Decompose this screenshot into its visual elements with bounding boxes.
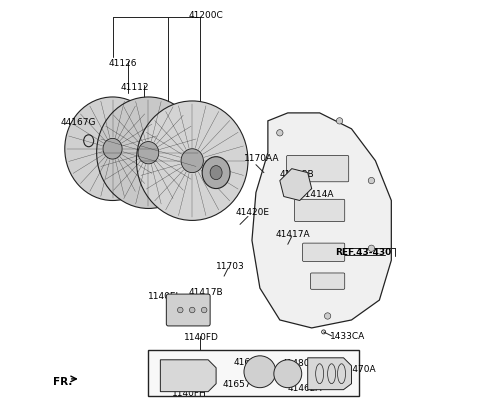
FancyBboxPatch shape xyxy=(295,199,345,222)
Ellipse shape xyxy=(138,142,159,164)
Text: 1433CA: 1433CA xyxy=(330,332,365,341)
Text: 41470A: 41470A xyxy=(342,365,376,374)
Text: 41417A: 41417A xyxy=(276,230,311,239)
Text: 44167G: 44167G xyxy=(61,118,96,128)
Ellipse shape xyxy=(244,356,276,388)
FancyBboxPatch shape xyxy=(148,350,360,396)
FancyBboxPatch shape xyxy=(167,294,210,326)
Circle shape xyxy=(336,117,343,124)
Text: 41480: 41480 xyxy=(282,359,310,368)
Ellipse shape xyxy=(274,360,302,388)
Text: 41112: 41112 xyxy=(120,83,149,91)
Text: 41413B: 41413B xyxy=(280,170,314,179)
Ellipse shape xyxy=(96,97,200,209)
Ellipse shape xyxy=(202,157,230,188)
Circle shape xyxy=(178,307,183,313)
Text: 1140FD: 1140FD xyxy=(184,333,219,342)
Ellipse shape xyxy=(181,149,204,172)
Text: 41414A: 41414A xyxy=(300,190,334,199)
Circle shape xyxy=(368,177,374,184)
Text: 41126: 41126 xyxy=(108,59,137,68)
Text: 41657: 41657 xyxy=(222,380,251,389)
Text: 1140EJ: 1140EJ xyxy=(148,292,180,302)
Polygon shape xyxy=(308,358,351,390)
Text: REF.43-430: REF.43-430 xyxy=(336,248,392,257)
Ellipse shape xyxy=(103,138,122,159)
Text: 1170AA: 1170AA xyxy=(244,154,279,163)
FancyBboxPatch shape xyxy=(287,156,348,182)
Ellipse shape xyxy=(136,101,248,221)
FancyBboxPatch shape xyxy=(311,273,345,289)
Ellipse shape xyxy=(65,97,160,200)
Text: 41657: 41657 xyxy=(234,358,263,367)
Text: 41462A: 41462A xyxy=(288,385,322,393)
Circle shape xyxy=(324,313,331,319)
Polygon shape xyxy=(280,169,312,200)
Polygon shape xyxy=(252,113,391,328)
Text: FR.: FR. xyxy=(53,377,72,387)
Circle shape xyxy=(190,307,195,313)
Polygon shape xyxy=(160,360,216,392)
Text: 41420E: 41420E xyxy=(236,208,270,217)
FancyBboxPatch shape xyxy=(302,243,345,261)
Text: 41200C: 41200C xyxy=(188,11,223,20)
Text: 11703: 11703 xyxy=(216,262,245,271)
Circle shape xyxy=(276,130,283,136)
Circle shape xyxy=(202,307,207,313)
Text: 1140FH: 1140FH xyxy=(172,389,207,398)
Ellipse shape xyxy=(210,166,222,180)
Text: 41417B: 41417B xyxy=(188,288,223,297)
Circle shape xyxy=(368,245,374,251)
